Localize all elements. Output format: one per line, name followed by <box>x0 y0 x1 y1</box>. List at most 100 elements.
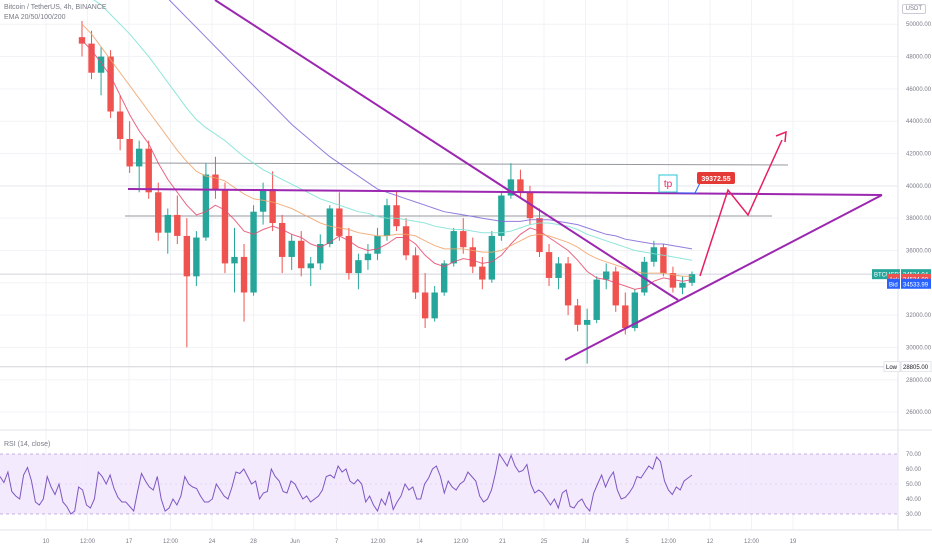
candle-body <box>479 266 486 280</box>
time-tick: Jun <box>290 539 300 545</box>
projection-arrow-head <box>775 130 787 143</box>
candle <box>240 244 248 322</box>
candle-body <box>555 263 562 278</box>
candle <box>383 198 391 241</box>
candle-body <box>345 235 353 274</box>
time-tick: 17 <box>126 539 133 545</box>
candle <box>88 30 95 80</box>
price-tick: 42000.00 <box>906 152 932 158</box>
target-price-label: 39372.55 <box>701 176 730 183</box>
candle <box>488 231 496 283</box>
candle <box>126 121 133 173</box>
time-tick: 12:00 <box>661 539 677 545</box>
price-label-tag <box>872 269 900 280</box>
time-tick: 14 <box>416 539 423 545</box>
candle-body <box>288 240 295 257</box>
candle-body <box>564 263 572 306</box>
candle <box>498 192 505 241</box>
time-tick: 12:00 <box>163 539 179 545</box>
candle-body <box>155 192 162 233</box>
candle-body <box>116 111 124 139</box>
rsi-tick: 30.00 <box>906 512 922 518</box>
candle <box>155 182 162 241</box>
candle-body <box>517 179 524 193</box>
candle-body <box>364 253 372 261</box>
price-label-box <box>901 278 931 289</box>
tp-annotation: tp 39372.55 <box>658 172 735 194</box>
candle-body <box>193 237 200 277</box>
target-connector <box>694 182 701 194</box>
candle-body <box>250 211 257 293</box>
candle-body <box>593 279 600 320</box>
time-tick: 12:00 <box>744 539 760 545</box>
candle-body <box>498 195 505 236</box>
price-tick: 38000.00 <box>906 216 932 222</box>
price-axis: 50000.00 48000.00 46000.00 44000.00 42000.00… <box>872 22 932 416</box>
candle <box>183 218 191 348</box>
time-tick: 12:00 <box>453 539 469 545</box>
candle <box>431 286 438 322</box>
candle-body <box>612 271 619 306</box>
candle <box>307 256 314 287</box>
candle-body <box>212 174 219 190</box>
candle-body <box>631 292 639 329</box>
candle <box>107 50 114 118</box>
candle-body <box>336 208 343 236</box>
price-label-name: Bid <box>889 282 898 288</box>
time-tick: 24 <box>209 539 216 545</box>
candle-body <box>231 256 238 264</box>
candle <box>393 190 400 232</box>
horizontal-resistance-trendline <box>127 188 883 196</box>
symbol-title: Bitcoin / TetherUS, 4h, BINANCE <box>4 4 107 11</box>
price-label-tag <box>883 361 901 373</box>
time-tick: 7 <box>335 539 339 545</box>
candle <box>317 234 324 270</box>
time-axis: 10 12:00 17 12:00 24 28 Jun 7 12:00 14 12:00 21 25 Ju… <box>43 539 797 545</box>
candle-body <box>460 231 467 248</box>
candle-body <box>650 247 658 262</box>
grid-lines <box>0 0 898 530</box>
candle-body <box>202 174 210 238</box>
candle <box>660 244 667 277</box>
price-label-value: 34533.99 <box>903 282 929 288</box>
candle-body <box>669 273 677 288</box>
candle <box>536 208 543 257</box>
price-label-tag <box>887 278 900 289</box>
time-tick: 12:00 <box>80 539 96 545</box>
candle-body <box>536 218 543 253</box>
candle-body <box>421 292 429 319</box>
price-tick: 44000.00 <box>906 119 932 125</box>
candle <box>250 205 257 296</box>
candle-body <box>107 56 114 112</box>
candle-body <box>574 305 581 325</box>
currency-badge[interactable]: USDT <box>901 4 926 14</box>
candle-body <box>660 247 667 274</box>
chart-legend: Bitcoin / TetherUS, 4h, BINANCE EMA 20/5… <box>4 3 107 23</box>
candle-body <box>412 255 419 293</box>
candle-body <box>97 56 105 73</box>
candle <box>288 234 295 270</box>
candle-body <box>317 244 324 264</box>
candle-body <box>469 247 476 267</box>
price-tick: 50000.00 <box>906 22 932 28</box>
candle-body <box>126 138 133 167</box>
candle <box>193 231 200 287</box>
candle-body <box>164 214 171 233</box>
time-tick: 19 <box>790 539 797 545</box>
time-tick: 28 <box>250 539 257 545</box>
ema-legend: EMA 20/50/100/200 <box>4 14 66 21</box>
candle <box>231 227 238 293</box>
ema-line-ema-200 <box>168 0 693 250</box>
candle <box>679 276 686 295</box>
ascending-trendline <box>564 194 883 361</box>
price-label-low: Low 28805.00 <box>883 361 932 373</box>
price-label-bid: Bid 34533.99 <box>887 278 931 289</box>
candles <box>78 21 696 364</box>
candle-body <box>78 37 86 44</box>
rsi-band <box>0 454 898 514</box>
ema-line-ema-50 <box>81 23 692 277</box>
candle <box>469 237 476 274</box>
candle-body <box>488 235 496 280</box>
time-tick: 25 <box>541 539 548 545</box>
